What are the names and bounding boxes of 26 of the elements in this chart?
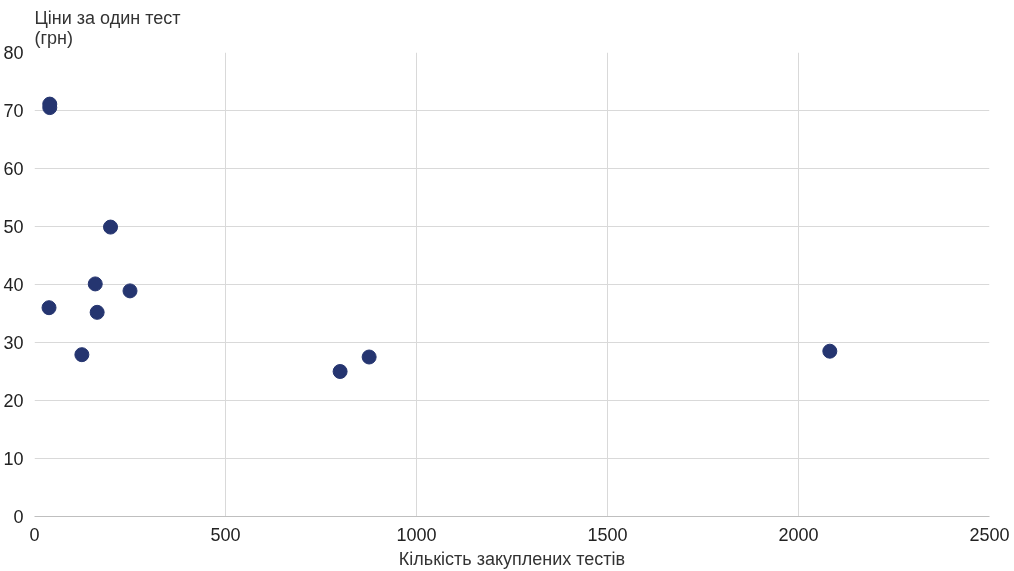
- point: [89, 304, 105, 320]
- point: [87, 276, 103, 292]
- y-tick-label: 30: [3, 333, 24, 353]
- point: [822, 343, 838, 359]
- y-tick-label: 20: [3, 391, 24, 411]
- x-tick-label: 2500: [969, 524, 1010, 545]
- y-axis-title: Ціни за один тест (грн): [34, 7, 181, 48]
- x-tick-label: 0: [29, 524, 40, 545]
- x-axis-title: Кількість закуплених тестів: [398, 548, 626, 569]
- y-tick-label: 40: [3, 275, 24, 295]
- y-tick-label: 60: [3, 159, 24, 179]
- point: [103, 219, 119, 235]
- point: [41, 300, 57, 316]
- y-tick-label: 70: [3, 101, 24, 121]
- x-tick-label: 500: [210, 524, 241, 545]
- point: [332, 364, 348, 379]
- x-tick-label: 1500: [587, 524, 628, 545]
- x-tick-label: 1000: [396, 524, 437, 545]
- x-tick-label: 2000: [778, 524, 819, 545]
- y-tick-label: 50: [3, 217, 24, 237]
- point: [122, 283, 138, 299]
- y-tick-label: 10: [3, 449, 24, 469]
- y-tick-label: 0: [13, 507, 24, 527]
- point: [361, 349, 377, 365]
- point: [74, 347, 90, 363]
- y-tick-label: 80: [3, 43, 24, 63]
